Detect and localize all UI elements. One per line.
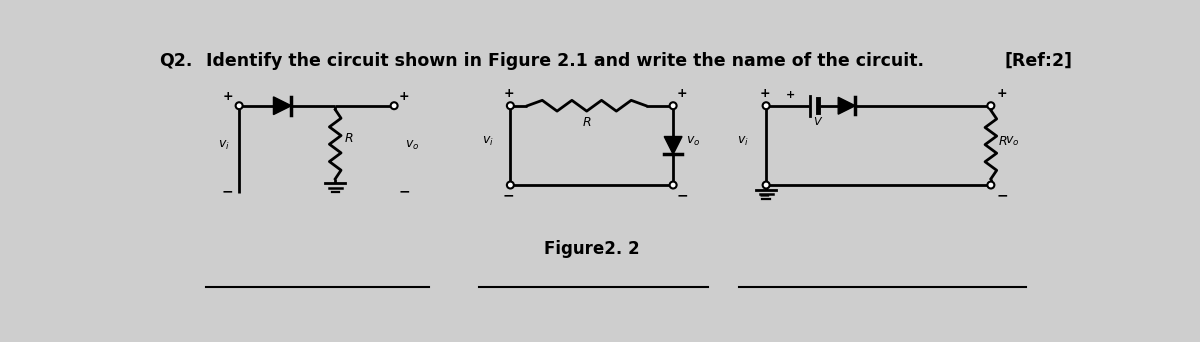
Text: $v_i$: $v_i$ — [481, 135, 493, 148]
Text: +: + — [996, 87, 1007, 100]
Text: −: − — [996, 188, 1008, 202]
Text: R: R — [582, 116, 592, 129]
Text: $v_o$: $v_o$ — [685, 135, 700, 148]
Text: V: V — [814, 117, 821, 127]
Text: −: − — [221, 184, 233, 198]
Text: −: − — [758, 188, 770, 202]
Text: −: − — [398, 184, 410, 198]
Text: Figure2. 2: Figure2. 2 — [544, 240, 640, 258]
Text: R: R — [344, 132, 353, 145]
Text: $v_o$: $v_o$ — [1004, 135, 1019, 148]
Text: R: R — [998, 135, 1007, 148]
Text: +: + — [677, 87, 688, 100]
Text: [Ref:2]: [Ref:2] — [1004, 52, 1073, 70]
Text: +: + — [222, 90, 233, 103]
Text: +: + — [504, 87, 514, 100]
Circle shape — [670, 182, 677, 188]
Text: −: − — [503, 188, 515, 202]
Text: −: − — [677, 188, 689, 202]
Polygon shape — [665, 136, 682, 154]
Polygon shape — [839, 97, 856, 114]
Circle shape — [670, 102, 677, 109]
Circle shape — [763, 182, 769, 188]
Text: $v_o$: $v_o$ — [404, 139, 419, 152]
Circle shape — [391, 102, 397, 109]
Text: +: + — [786, 90, 796, 100]
Text: $v_i$: $v_i$ — [218, 139, 230, 152]
Polygon shape — [274, 97, 292, 115]
Circle shape — [763, 102, 769, 109]
Text: Q2.: Q2. — [160, 52, 193, 70]
Circle shape — [988, 182, 995, 188]
Text: Identify the circuit shown in Figure 2.1 and write the name of the circuit.: Identify the circuit shown in Figure 2.1… — [206, 52, 924, 70]
Circle shape — [235, 102, 242, 109]
Circle shape — [506, 102, 514, 109]
Circle shape — [506, 182, 514, 188]
Text: +: + — [760, 87, 770, 100]
Text: +: + — [398, 90, 409, 103]
Circle shape — [988, 102, 995, 109]
Text: $v_i$: $v_i$ — [737, 135, 749, 148]
